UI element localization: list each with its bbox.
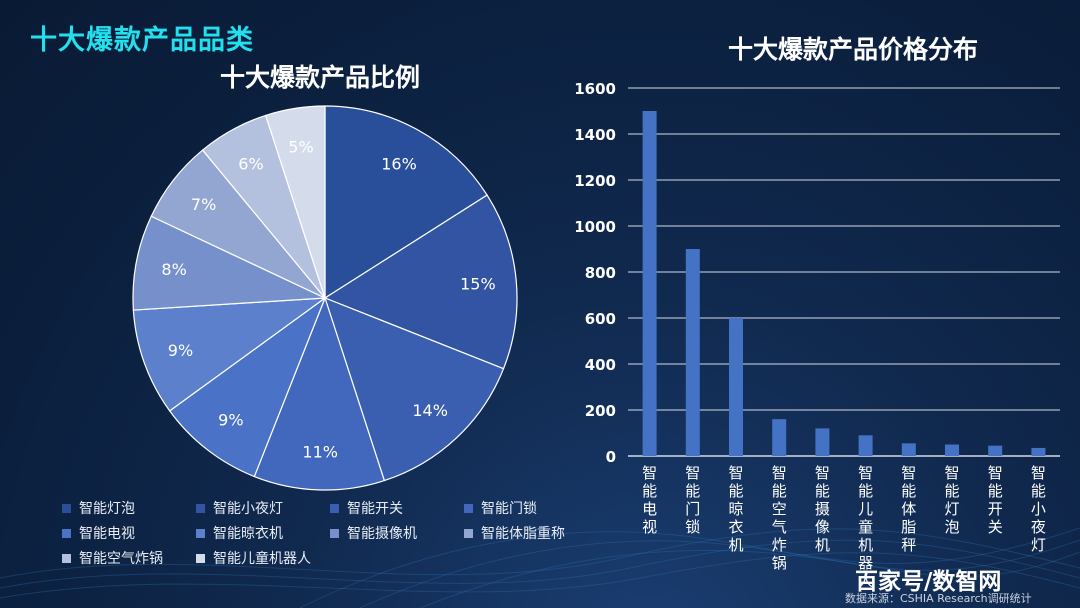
legend-item: 智能体脂重称 — [464, 523, 602, 543]
x-category-label: 智能晾衣机 — [728, 464, 743, 554]
pie-slice-label: 9% — [168, 341, 193, 360]
legend-label: 智能开关 — [347, 501, 403, 517]
legend-item: 智能开关 — [330, 498, 464, 518]
legend-label: 智能晾衣机 — [213, 526, 283, 542]
bar-chart: 0 200 400 600 800 1000 1200 1400 1600 智能电视 智能门锁 智能晾… — [574, 80, 1060, 590]
watermark: 百家号/数智网 — [855, 569, 1002, 595]
pie-slice — [168, 296, 327, 478]
bar — [642, 111, 657, 456]
y-tick-label: 400 — [585, 356, 616, 374]
legend-label: 智能空气炸锅 — [79, 551, 163, 567]
y-tick-label: 0 — [606, 448, 616, 466]
pie-slice — [253, 296, 386, 491]
y-tick-label: 1000 — [574, 218, 616, 236]
pie-slice-label: 7% — [191, 195, 216, 214]
legend-label: 智能门锁 — [481, 501, 537, 517]
source-note: 数据来源：CSHIA Research调研统计 — [845, 592, 1032, 605]
legend-swatch — [62, 553, 71, 563]
pie-slice — [323, 194, 518, 370]
legend-item: 智能电视 — [62, 523, 196, 543]
pie-slice-label: 14% — [412, 401, 448, 420]
pie-slice-label: 9% — [218, 410, 243, 429]
bar — [815, 428, 830, 456]
y-tick-label: 600 — [585, 310, 616, 328]
y-tick-label: 800 — [585, 264, 616, 282]
legend-swatch — [464, 528, 473, 538]
pie-slice-label: 16% — [381, 154, 417, 173]
pie-chart-title: 十大爆款产品比例 — [220, 63, 421, 92]
legend-label: 智能摄像机 — [347, 526, 417, 542]
bar — [1031, 447, 1046, 456]
x-category-label: 智能开关 — [988, 464, 1003, 536]
bar — [945, 444, 959, 456]
pie-chart: 16% 15% 14% 11% 9% 9% 8% 7% 6% 5% — [132, 105, 518, 491]
x-category-label: 智能摄像机 — [815, 464, 830, 554]
x-category-label: 智能体脂秤 — [901, 464, 916, 554]
pie-slice-label: 5% — [288, 137, 313, 156]
legend-label: 智能电视 — [79, 526, 135, 542]
x-category-label: 智能小夜灯 — [1031, 464, 1046, 554]
pie-slice-label: 15% — [460, 275, 496, 294]
pie-slice-label: 6% — [238, 154, 263, 173]
legend-label: 智能灯泡 — [79, 501, 135, 517]
legend-swatch — [330, 503, 339, 513]
x-category-label: 智能电视 — [642, 464, 657, 536]
x-category-label: 智能门锁 — [685, 464, 700, 536]
pie-slice-label: 11% — [302, 443, 338, 462]
legend-item: 智能儿童机器人 — [196, 548, 330, 568]
pie-slice — [264, 105, 326, 299]
legend-item: 智能摄像机 — [330, 523, 464, 543]
page-title: 十大爆款产品品类 — [30, 25, 254, 56]
bar — [729, 318, 743, 456]
legend-item: 智能灯泡 — [62, 498, 196, 518]
y-tick-label: 200 — [585, 402, 616, 420]
bar — [772, 419, 787, 456]
x-category-label: 智能空气炸锅 — [772, 464, 787, 572]
legend-swatch — [62, 528, 71, 538]
legend-item: 智能空气炸锅 — [62, 548, 196, 568]
bar — [858, 435, 873, 456]
legend-item: 智能小夜灯 — [196, 498, 330, 518]
bar — [988, 445, 1003, 456]
legend-item: 智能门锁 — [464, 498, 602, 518]
legend-item: 智能晾衣机 — [196, 523, 330, 543]
pie-slice — [132, 297, 328, 412]
legend-swatch — [62, 503, 71, 513]
pie-legend: 智能灯泡 智能小夜灯 智能开关 智能门锁智能电视 智能晾衣机 智能摄像机 智能体脂重称智能空… — [62, 498, 602, 568]
legend-swatch — [196, 503, 205, 513]
y-tick-label: 1600 — [574, 80, 616, 98]
bar-chart-title: 十大爆款产品价格分布 — [728, 35, 979, 64]
legend-swatch — [196, 528, 205, 538]
y-tick-label: 1400 — [574, 126, 616, 144]
x-category-label: 智能灯泡 — [944, 464, 959, 536]
legend-swatch — [196, 553, 205, 563]
y-tick-label: 1200 — [574, 172, 616, 190]
legend-label: 智能儿童机器人 — [213, 551, 311, 567]
legend-swatch — [330, 528, 339, 538]
x-category-label: 智能儿童机器人 — [858, 464, 873, 590]
legend-label: 智能体脂重称 — [481, 526, 565, 542]
legend-swatch — [464, 503, 473, 513]
bar — [901, 443, 916, 456]
pie-slice — [132, 215, 326, 311]
pie-slice — [324, 105, 488, 300]
pie-slice-label: 8% — [161, 260, 186, 279]
legend-label: 智能小夜灯 — [213, 501, 283, 517]
bar — [685, 249, 700, 456]
